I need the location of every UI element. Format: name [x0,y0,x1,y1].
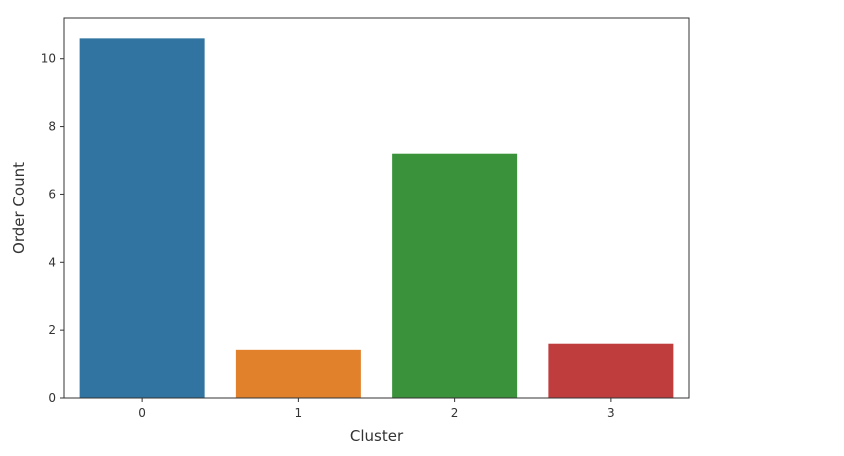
x-tick-label: 2 [451,406,459,420]
y-tick-label: 0 [48,391,56,405]
y-tick-label: 10 [41,52,56,66]
y-tick-label: 2 [48,323,56,337]
y-tick-label: 8 [48,120,56,134]
bar-cluster-0 [79,38,205,398]
x-axis-label: Cluster [350,427,404,445]
bar-cluster-1 [235,349,361,398]
y-axis-ticks: 0 2 4 6 8 10 [41,52,64,405]
bars-group [79,38,674,398]
plot-frame [63,17,690,399]
x-tick-label: 0 [138,406,146,420]
y-axis-label: Order Count [10,162,28,254]
x-tick-label: 1 [295,406,303,420]
x-tick-label: 3 [607,406,615,420]
y-tick-label: 6 [48,187,56,201]
y-tick-label: 4 [48,255,56,269]
x-axis-ticks: 0 1 2 3 [138,398,615,420]
bar-cluster-3 [548,343,674,398]
bar-cluster-2 [392,153,518,398]
